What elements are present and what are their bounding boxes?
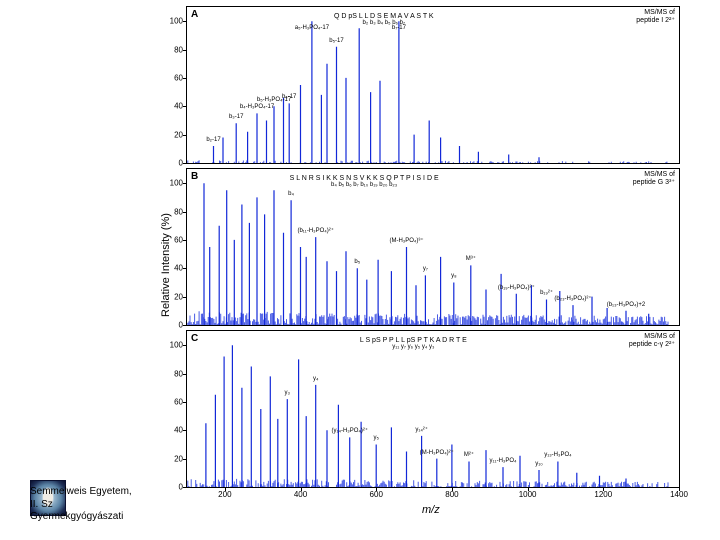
peak-label: y₁₄²⁺ xyxy=(415,427,428,433)
peak-label: y₄ xyxy=(313,376,318,382)
peak-label: (M-H₃PO₄)³⁺ xyxy=(389,238,423,244)
peak-label: (b₂₃-H₃PO₄)²⁺ xyxy=(554,296,591,302)
peak-label: y₈ xyxy=(451,273,457,279)
page: Relative Intensity (%) AMS/MS of peptide … xyxy=(0,0,720,540)
peak-label: y₇ xyxy=(423,266,428,272)
x-tick-label: 1400 xyxy=(670,490,688,499)
peak-label: b₁₉²⁺ xyxy=(540,290,553,296)
peak-label: b₂-17 xyxy=(206,137,220,143)
peak-label: y₅ xyxy=(374,435,379,441)
peak-label: b₄ xyxy=(288,191,294,197)
x-tick-label: 1200 xyxy=(594,490,612,499)
spectrum-plot xyxy=(187,7,679,163)
y-tick-label: 60 xyxy=(174,235,183,244)
y-tick-label: 40 xyxy=(174,426,183,435)
peak-label: b₅-17 xyxy=(329,38,343,44)
x-tick-label: 400 xyxy=(294,490,307,499)
x-axis-label: m/z xyxy=(422,504,440,516)
peak-label: y₁₃-H₃PO₄ xyxy=(544,452,571,458)
peak-label: y₃ xyxy=(285,390,290,396)
peak-label: y₁₁-H₃PO₄ xyxy=(490,458,517,464)
y-tick-label: 60 xyxy=(174,397,183,406)
y-tick xyxy=(183,325,187,326)
y-tick-label: 80 xyxy=(174,369,183,378)
y-tick-label: 60 xyxy=(174,73,183,82)
peak-label: (b₁₁-H₃PO₄)²⁺ xyxy=(297,228,333,234)
y-tick-label: 40 xyxy=(174,102,183,111)
peak-label: (M-H₃PO₄)²⁺ xyxy=(420,450,454,456)
spectrum-plot xyxy=(187,169,679,325)
peak-label: b₄-17 xyxy=(282,94,296,100)
y-tick-label: 80 xyxy=(174,207,183,216)
y-tick xyxy=(183,163,187,164)
x-tick-label: 800 xyxy=(445,490,458,499)
footer: Semmelweis Egyetem, II. Sz Gyermekgyógyá… xyxy=(30,472,210,528)
spectrum-panel: BMS/MS of peptide G 3³⁺S L N R S I K K S… xyxy=(186,168,680,326)
spectra-figure: Relative Intensity (%) AMS/MS of peptide … xyxy=(150,6,690,518)
y-tick-label: 100 xyxy=(170,179,183,188)
peak-label: a₅-H₃PO₄-17 xyxy=(295,25,329,31)
y-tick-label: 0 xyxy=(179,321,183,330)
x-tick-label: 1000 xyxy=(519,490,537,499)
y-tick-label: 20 xyxy=(174,292,183,301)
peak-label: M³⁺ xyxy=(466,256,476,262)
y-tick-label: 80 xyxy=(174,45,183,54)
y-tick-label: 0 xyxy=(179,159,183,168)
peak-label: b₇-17 xyxy=(392,25,406,31)
peak-label: b₅ xyxy=(354,259,360,265)
y-tick-label: 100 xyxy=(170,17,183,26)
x-tick-label: 200 xyxy=(218,490,231,499)
spectrum-panel: CMS/MS of peptide c-γ 2²⁺L S pS P P L L … xyxy=(186,330,680,488)
peak-label: (b₁₃-H₃PO₄)+2 xyxy=(607,302,646,308)
peak-label: b₄-H₃PO₄-17 xyxy=(240,104,274,110)
spectrum-plot xyxy=(187,331,679,487)
peak-label: M²⁺ xyxy=(464,452,474,458)
peak-label: (b₁₉-H₃PO₄)²⁺ xyxy=(498,285,535,291)
institution-name: Semmelweis Egyetem, II. Sz Gyermekgyógyá… xyxy=(30,486,132,524)
peak-label: y₁₀ xyxy=(535,461,543,467)
y-tick-label: 100 xyxy=(170,341,183,350)
y-tick-label: 20 xyxy=(174,130,183,139)
y-tick-label: 40 xyxy=(174,264,183,273)
y-axis-label: Relative Intensity (%) xyxy=(160,213,172,317)
spectrum-panel: AMS/MS of peptide I 2²⁺Q D pS L L D S E … xyxy=(186,6,680,164)
y-tick-label: 20 xyxy=(174,454,183,463)
x-tick-label: 600 xyxy=(370,490,383,499)
peak-label: (y₁₄-H₃PO₄)²⁺ xyxy=(331,428,368,434)
peak-label: b₃-17 xyxy=(229,114,243,120)
